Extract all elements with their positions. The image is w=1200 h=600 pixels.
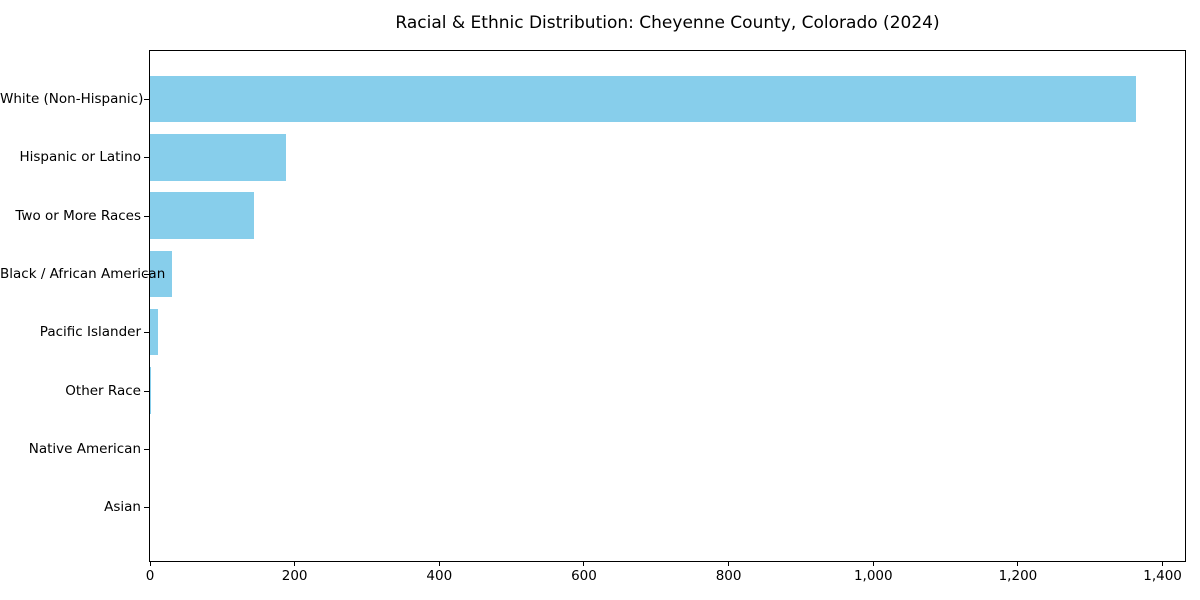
y-tick-label: Hispanic or Latino [19, 149, 141, 166]
x-tick-label: 200 [281, 568, 308, 584]
y-tick-label: Asian [104, 499, 141, 516]
x-tick-mark [1162, 562, 1164, 566]
x-tick-mark [583, 562, 585, 566]
x-tick-label: 800 [715, 568, 742, 584]
x-tick-mark [438, 562, 440, 566]
bar-hispanic-or-latino [150, 134, 286, 181]
bar-black-african-american [150, 250, 172, 298]
y-tick-label: Other Race [65, 382, 141, 399]
y-tick-mark [144, 273, 149, 275]
bar-other-race [150, 367, 152, 414]
x-tick-label: 1,200 [998, 568, 1038, 584]
x-tick-label: 0 [145, 568, 155, 584]
x-tick-mark [294, 562, 296, 566]
y-tick-label: Two or More Races [15, 207, 141, 224]
x-tick-label: 400 [426, 568, 453, 584]
x-tick-mark [728, 562, 730, 566]
bar-pacific-islander [150, 308, 158, 356]
y-tick-mark [144, 507, 149, 509]
y-tick-mark [144, 448, 149, 450]
y-tick-mark [144, 215, 149, 217]
y-tick-label: Black / African American [0, 265, 166, 282]
y-tick-label: Pacific Islander [39, 324, 141, 341]
plot-area [149, 50, 1186, 562]
y-tick-mark [144, 332, 149, 334]
chart-title: Racial & Ethnic Distribution: Cheyenne C… [395, 13, 940, 33]
x-tick-label: 600 [571, 568, 597, 584]
x-tick-label: 1,400 [1143, 568, 1182, 584]
y-tick-mark [144, 99, 149, 100]
y-tick-mark [144, 390, 149, 392]
y-tick-mark [144, 157, 149, 159]
y-tick-label: Native American [28, 440, 141, 457]
x-tick-mark [1017, 562, 1019, 566]
bar-two-or-more-races [150, 192, 255, 239]
x-tick-label: 1,000 [853, 568, 893, 584]
x-tick-mark [872, 562, 874, 566]
y-tick-label: White (Non-Hispanic) [0, 91, 144, 107]
bar-white-non-hispanic [150, 75, 1136, 123]
x-tick-mark [149, 562, 151, 566]
